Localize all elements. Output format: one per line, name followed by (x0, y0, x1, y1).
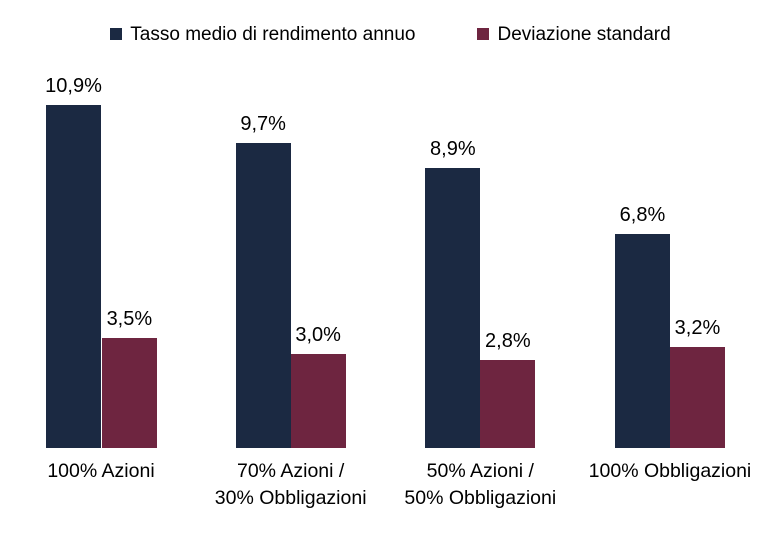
bar-column: 3,2% (669, 317, 725, 448)
bar-rendimento (425, 168, 481, 448)
bar-deviazione (480, 360, 536, 448)
bar-rendimento (46, 105, 101, 448)
legend-item-deviazione: Deviazione standard (477, 23, 671, 45)
bar-column: 6,8% (614, 204, 670, 448)
bar-group: 8,9% 2,8% (425, 68, 536, 448)
bar-rendimento (235, 143, 291, 448)
bar-value-label: 6,8% (619, 204, 666, 226)
bar-column: 8,9% (425, 138, 481, 448)
bar-column: 3,0% (290, 324, 346, 448)
bar-value-label: 8,9% (430, 138, 476, 160)
bar-rendimento (614, 234, 670, 448)
bar-column: 3,5% (101, 308, 157, 448)
legend-label-deviazione: Deviazione standard (497, 23, 671, 45)
category-label: 70% Azioni /30% Obbligazioni (214, 460, 367, 510)
bar-value-label: 3,2% (674, 317, 721, 339)
bar-group: 10,9% 3,5% (45, 68, 157, 448)
legend-swatch-rendimento-icon (110, 28, 123, 40)
category-label: 100% Obbligazioni (588, 460, 752, 482)
bar-column: 9,7% (235, 113, 291, 448)
bar-group: 9,7% 3,0% (235, 68, 346, 448)
bar-value-label: 3,0% (295, 324, 341, 346)
category-label: 50% Azioni /50% Obbligazioni (404, 460, 557, 510)
legend-item-rendimento: Tasso medio di rendimento annuo (110, 25, 415, 44)
legend-label-rendimento: Tasso medio di rendimento annuo (130, 23, 416, 45)
legend-swatch-deviazione-icon (477, 28, 490, 40)
category-label: 100% Azioni (47, 460, 155, 482)
bar-deviazione (669, 347, 725, 448)
bar-value-label: 10,9% (45, 75, 102, 97)
bar-group: 6,8% 3,2% (614, 68, 725, 448)
bar-column: 2,8% (480, 330, 536, 448)
plot-area: 10,9% 3,5% 9,7% 3,0% 8,9% 2,8% 6,8% 3,2% (45, 68, 725, 448)
bar-column: 10,9% (45, 76, 102, 448)
bar-deviazione (101, 338, 157, 448)
bar-value-label: 2,8% (485, 330, 531, 352)
bar-value-label: 9,7% (240, 113, 286, 135)
bar-value-label: 3,5% (106, 308, 153, 330)
chart-legend: Tasso medio di rendimento annuo Deviazio… (0, 0, 781, 46)
bar-deviazione (290, 354, 346, 448)
